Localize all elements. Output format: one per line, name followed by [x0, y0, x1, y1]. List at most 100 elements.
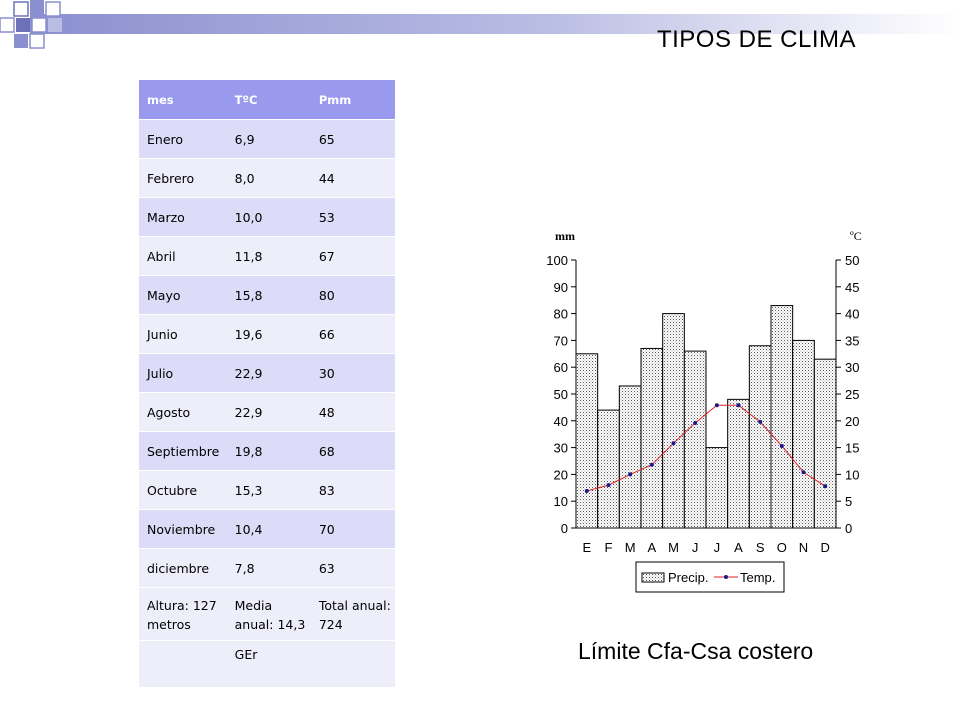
cell-temperature: 15,8 [226, 275, 311, 315]
footer2-cell [310, 640, 395, 688]
table-row: Abril 11,8 67 [139, 236, 395, 276]
temp-point [649, 462, 654, 467]
y-tick-label-left: 90 [554, 280, 568, 295]
temp-point [606, 483, 611, 488]
precip-bar [705, 447, 729, 529]
cell-temperature: 7,8 [226, 548, 311, 588]
precip-bar [748, 345, 772, 529]
y-axis-left-label: mm [555, 229, 575, 243]
precip-bar [727, 398, 750, 529]
cell-month: Enero [139, 119, 227, 159]
cell-month: Julio [139, 353, 227, 393]
precip-bar [618, 385, 642, 529]
table-row: Agosto 22,9 48 [139, 392, 395, 432]
temp-line [586, 404, 826, 492]
precip-bar [575, 353, 599, 529]
cell-month: Febrero [139, 158, 227, 198]
y-axis-right-label: ºC [850, 229, 862, 243]
footer2-cell: GEr [226, 640, 311, 688]
x-tick-label: M [625, 540, 636, 555]
header-precipitation: Pmm [310, 80, 395, 120]
cell-precipitation: 80 [310, 275, 395, 315]
footer-cell: Media anual: 14,3 [226, 587, 311, 641]
y-tick-label-right: 30 [845, 360, 859, 375]
temp-point [584, 489, 589, 494]
y-tick-label-left: 30 [554, 441, 568, 456]
climate-chart: mm ºC 0 10 20 30 40 50 60 70 80 90 100 0 5 10 15 20 25 30 35… [546, 229, 862, 593]
x-tick-label: M [668, 540, 679, 555]
cell-precipitation: 67 [310, 236, 395, 276]
y-tick-label-left: 0 [561, 521, 568, 536]
temp-point [693, 420, 698, 425]
cell-precipitation: 53 [310, 197, 395, 237]
table-row: Mayo 15,8 80 [139, 275, 395, 315]
table-row: Enero 6,9 65 [139, 119, 395, 159]
x-tick-label: S [756, 540, 765, 555]
cell-temperature: 10,0 [226, 197, 311, 237]
cell-precipitation: 44 [310, 158, 395, 198]
y-tick-label-right: 15 [845, 441, 859, 456]
climate-table: mes TºC Pmm Enero 6,9 65 Febrero 8,0 44 Marzo 1… [139, 80, 395, 688]
precip-bar [640, 347, 664, 529]
x-tick-label: A [647, 540, 656, 555]
table-row: Febrero 8,0 44 [139, 158, 395, 198]
x-tick-label: A [734, 540, 743, 555]
y-tick-label-right: 0 [845, 521, 852, 536]
header-temperature: TºC [226, 80, 311, 120]
cell-temperature: 22,9 [226, 392, 311, 432]
table-footer-row: Altura: 127 metros Media anual: 14,3 Total… [139, 587, 395, 641]
y-tick-label-right: 50 [845, 253, 859, 268]
legend-precip-swatch [641, 572, 665, 583]
y-tick-label-left: 50 [554, 387, 568, 402]
precip-bar [792, 339, 815, 529]
table-row: Julio 22,9 30 [139, 353, 395, 393]
footer-cell: Total anual: 724 [310, 587, 395, 641]
y-tick-label-left: 70 [554, 333, 568, 348]
cell-temperature: 8,0 [226, 158, 311, 198]
y-tick-label-left: 80 [554, 307, 568, 322]
x-tick-label: O [777, 540, 787, 555]
table-footer2-row: GEr [139, 640, 395, 688]
y-tick-label-right: 5 [845, 494, 852, 509]
header-month: mes [139, 80, 227, 120]
x-tick-label: J [714, 540, 721, 555]
table-row: diciembre 7,8 63 [139, 548, 395, 588]
y-tick-label-right: 20 [845, 414, 859, 429]
y-tick-label-right: 10 [845, 467, 859, 482]
slide-title: TIPOS DE CLIMA [656, 26, 856, 53]
x-tick-label: J [692, 540, 699, 555]
x-tick-label: N [799, 540, 808, 555]
cell-month: Octubre [139, 470, 227, 510]
cell-month: Agosto [139, 392, 227, 432]
y-tick-label-right: 35 [845, 333, 859, 348]
precip-bar [662, 313, 685, 529]
y-tick-label-left: 100 [546, 253, 568, 268]
cell-precipitation: 65 [310, 119, 395, 159]
table-row: Noviembre 10,4 70 [139, 509, 395, 549]
cell-month: Septiembre [139, 431, 227, 471]
table-row: Marzo 10,0 53 [139, 197, 395, 237]
legend-temp-label: Temp. [740, 570, 775, 585]
precip-bar [770, 305, 794, 529]
footer2-cell [139, 640, 227, 688]
cell-precipitation: 70 [310, 509, 395, 549]
cell-temperature: 6,9 [226, 119, 311, 159]
cell-temperature: 22,9 [226, 353, 311, 393]
precip-bar [813, 358, 837, 529]
x-tick-label: F [605, 540, 613, 555]
temp-point [628, 472, 633, 477]
y-tick-label-left: 40 [554, 414, 568, 429]
cell-precipitation: 66 [310, 314, 395, 354]
cell-temperature: 10,4 [226, 509, 311, 549]
footer-cell: Altura: 127 metros [139, 587, 227, 641]
x-tick-label: E [582, 540, 591, 555]
y-tick-label-left: 60 [554, 360, 568, 375]
table-body: Enero 6,9 65 Febrero 8,0 44 Marzo 10,0 53 Abril 11… [139, 119, 395, 688]
y-tick-label-left: 20 [554, 467, 568, 482]
table-header-row: mes TºC Pmm [139, 80, 395, 120]
x-tick-label: D [820, 540, 829, 555]
cell-temperature: 15,3 [226, 470, 311, 510]
y-tick-label-right: 45 [845, 280, 859, 295]
chart-caption: Límite Cfa-Csa costero [578, 638, 814, 664]
table-row: Junio 19,6 66 [139, 314, 395, 354]
